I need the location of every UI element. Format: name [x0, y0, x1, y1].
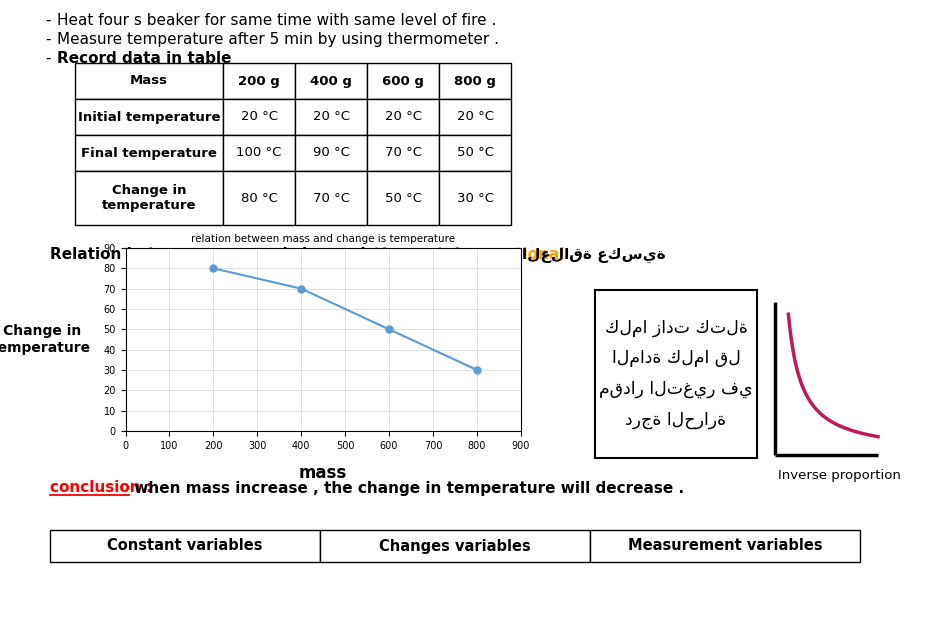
- Text: كلما زادت كتلة
المادة كلما قل
مقدار التغير في
درجة الحرارة: كلما زادت كتلة المادة كلما قل مقدار التغ…: [599, 319, 752, 429]
- Bar: [295, 63, 367, 99]
- Text: Initial temperature: Initial temperature: [78, 110, 220, 123]
- Text: is: is: [355, 247, 374, 262]
- Bar: [595, 290, 757, 458]
- Text: -: -: [45, 51, 50, 66]
- Bar: [223, 171, 295, 225]
- Bar: [367, 171, 439, 225]
- Text: Change in
temperature: Change in temperature: [0, 324, 91, 355]
- Text: 800 g: 800 g: [454, 74, 496, 87]
- Bar: [439, 171, 511, 225]
- Text: Record data in table: Record data in table: [57, 51, 232, 66]
- Text: 100 °C: 100 °C: [236, 146, 282, 159]
- Text: 50 °C: 50 °C: [384, 192, 421, 205]
- Text: 50 °C: 50 °C: [457, 146, 494, 159]
- Text: Relation between mass and change in temperature: Relation between mass and change in temp…: [50, 247, 496, 262]
- Bar: [50, 530, 320, 562]
- Text: 20 °C: 20 °C: [384, 110, 421, 123]
- Text: Final temperature: Final temperature: [81, 146, 217, 159]
- Bar: [295, 135, 367, 171]
- Text: 70 °C: 70 °C: [384, 146, 421, 159]
- Text: 20 °C: 20 °C: [457, 110, 494, 123]
- Text: 90 °C: 90 °C: [312, 146, 350, 159]
- Bar: [223, 135, 295, 171]
- Title: relation between mass and change is temperature: relation between mass and change is temp…: [191, 234, 456, 244]
- Text: conclusion :: conclusion :: [50, 480, 153, 495]
- Bar: [223, 63, 295, 99]
- Text: Mass: Mass: [130, 74, 168, 87]
- Text: 20 °C: 20 °C: [312, 110, 350, 123]
- Text: 200 g: 200 g: [238, 74, 280, 87]
- Bar: [439, 99, 511, 135]
- Bar: [439, 135, 511, 171]
- Text: 70 °C: 70 °C: [312, 192, 350, 205]
- Text: العلاقة عكسية: العلاقة عكسية: [522, 247, 665, 263]
- Text: Constant variables: Constant variables: [107, 539, 263, 554]
- Text: 30 °C: 30 °C: [457, 192, 494, 205]
- Text: Measurement variables: Measurement variables: [628, 539, 822, 554]
- Bar: [439, 63, 511, 99]
- Bar: [367, 135, 439, 171]
- Bar: [75, 135, 223, 171]
- Text: Measure temperature after 5 min by using thermometer .: Measure temperature after 5 min by using…: [57, 32, 499, 47]
- Bar: [75, 99, 223, 135]
- Text: -: -: [45, 32, 50, 47]
- Text: 20 °C: 20 °C: [241, 110, 277, 123]
- Text: 400 g: 400 g: [310, 74, 352, 87]
- Text: Changes variables: Changes variables: [379, 539, 531, 554]
- Text: Heat four s beaker for same time with same level of fire .: Heat four s beaker for same time with sa…: [57, 13, 497, 28]
- Bar: [295, 99, 367, 135]
- Bar: [320, 530, 590, 562]
- Text: 600 g: 600 g: [382, 74, 424, 87]
- Text: inversely proportional: inversely proportional: [374, 247, 565, 262]
- Bar: [75, 171, 223, 225]
- Bar: [367, 63, 439, 99]
- Bar: [590, 530, 860, 562]
- Text: 80 °C: 80 °C: [241, 192, 277, 205]
- Text: Change in
temperature: Change in temperature: [101, 184, 196, 212]
- Text: -: -: [45, 13, 50, 28]
- Text: mass: mass: [299, 464, 347, 482]
- Bar: [367, 99, 439, 135]
- Bar: [75, 63, 223, 99]
- Bar: [223, 99, 295, 135]
- Bar: [295, 171, 367, 225]
- Text: when mass increase , the change in temperature will decrease .: when mass increase , the change in tempe…: [128, 480, 684, 495]
- Text: Inverse proportion: Inverse proportion: [778, 469, 901, 482]
